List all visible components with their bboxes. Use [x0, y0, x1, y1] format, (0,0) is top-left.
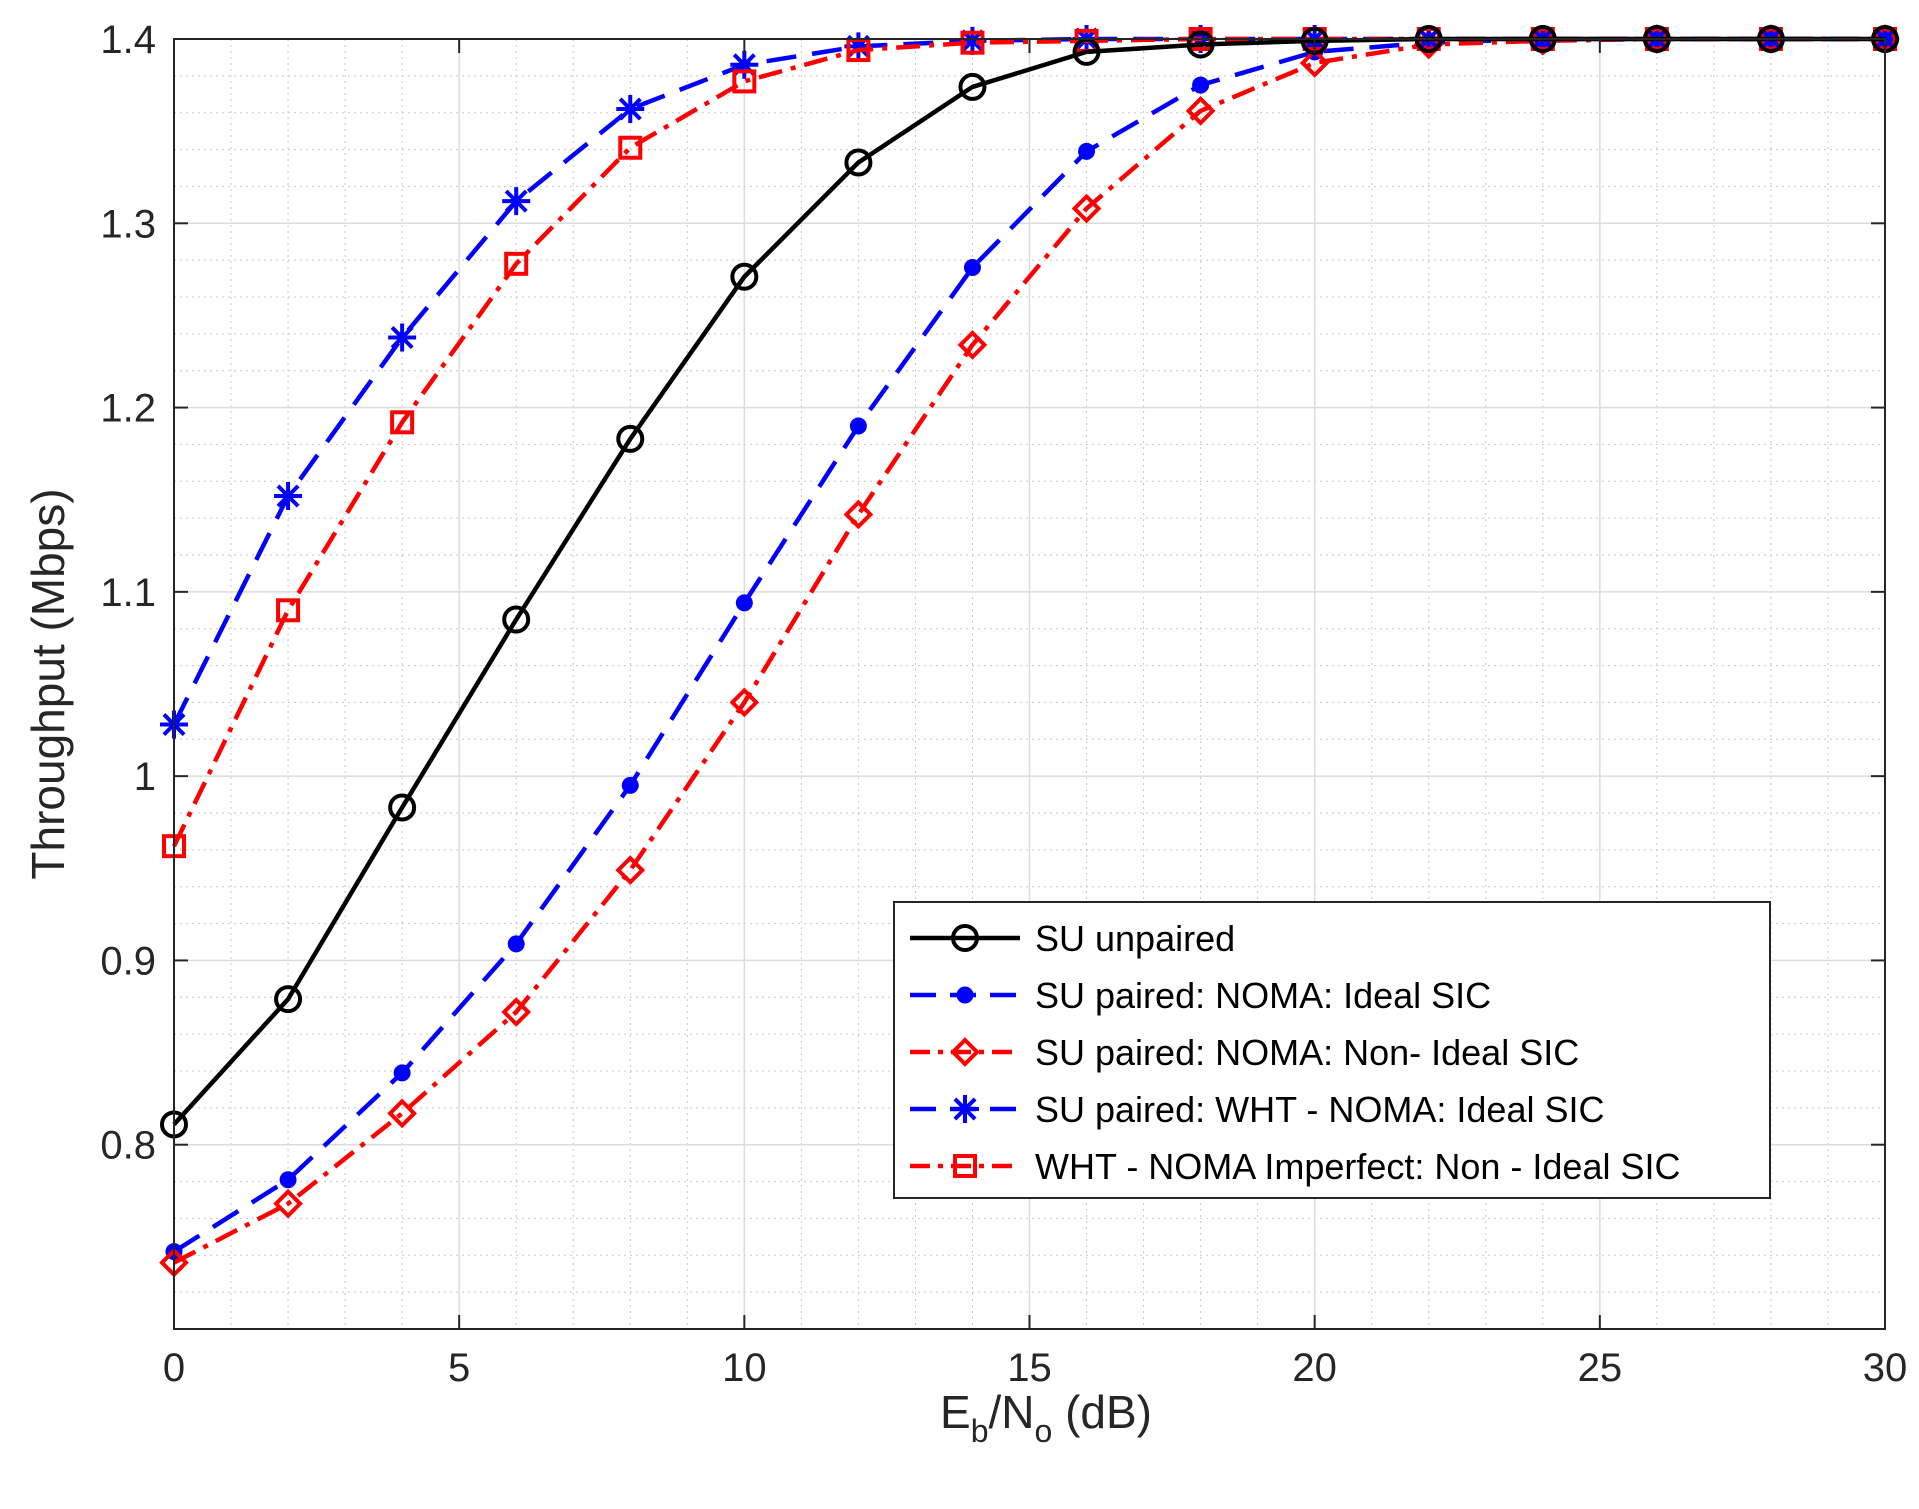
data-point: [843, 499, 874, 530]
x-axis-title-mid: /N: [989, 1386, 1035, 1438]
data-point: [621, 776, 639, 794]
data-point: [502, 605, 531, 634]
data-point: [1185, 96, 1216, 126]
data-point: [958, 72, 987, 101]
legend-label: SU paired: NOMA: Ideal SIC: [1035, 975, 1491, 1016]
x-tick-label: 5: [448, 1346, 470, 1390]
data-point: [274, 482, 303, 511]
legend-label: SU paired: WHT - NOMA: Ideal SIC: [1035, 1089, 1604, 1130]
x-tick-label: 10: [722, 1346, 767, 1390]
y-tick-label: 1.2: [100, 387, 156, 431]
legend-marker: [953, 1154, 977, 1178]
data-point: [616, 95, 645, 124]
data-point: [729, 687, 760, 718]
legend-box: [893, 901, 1771, 1199]
legend-entry-1: SU unpaired: [910, 918, 1235, 959]
data-point: [1078, 142, 1096, 160]
legend-label: WHT - NOMA Imperfect: Non - Ideal SIC: [1035, 1146, 1681, 1187]
y-tick-label: 1.1: [100, 571, 156, 615]
legend-marker: [950, 1037, 980, 1067]
data-point: [960, 30, 985, 55]
data-point: [849, 417, 867, 435]
data-point: [276, 598, 301, 623]
data-point: [273, 1188, 303, 1219]
data-point: [1071, 193, 1102, 224]
data-point: [844, 32, 873, 61]
data-point: [615, 855, 646, 885]
y-tick-label: 0.9: [100, 939, 156, 983]
x-axis-title-tail: (dB): [1052, 1386, 1152, 1438]
legend-marker: [956, 986, 974, 1004]
data-point: [388, 323, 417, 352]
data-point: [846, 38, 871, 63]
data-point: [958, 26, 987, 55]
data-point: [844, 148, 873, 177]
data-point: [730, 50, 759, 79]
y-axis-title: Throughput (Mbps): [22, 488, 74, 879]
data-point: [1186, 30, 1215, 59]
x-tick-label: 0: [163, 1346, 185, 1390]
data-point: [504, 251, 529, 276]
data-point: [507, 935, 525, 953]
data-point: [957, 330, 988, 360]
data-point: [618, 135, 643, 160]
data-point: [502, 187, 531, 216]
legend-marker: [951, 924, 979, 952]
series-line: [172, 36, 1885, 1265]
data-point: [732, 69, 757, 94]
y-tick-label: 0.8: [100, 1124, 156, 1168]
data-point: [387, 1098, 417, 1129]
legend-label: SU unpaired: [1035, 918, 1235, 959]
x-axis-title-sub1: b: [971, 1413, 989, 1449]
legend-marker: [951, 1095, 979, 1123]
y-tick-label: 1: [134, 755, 156, 799]
legend-entry-2: SU paired: NOMA: Ideal SIC: [910, 975, 1491, 1016]
data-point: [730, 262, 759, 291]
legend-entry-4: SU paired: WHT - NOMA: Ideal SIC: [910, 1089, 1604, 1130]
data-point: [735, 594, 753, 612]
x-axis-title: Eb/No (dB): [940, 1386, 1152, 1449]
legend-entry-3: SU paired: NOMA: Non- Ideal SIC: [910, 1032, 1579, 1073]
x-tick-label: 25: [1578, 1346, 1623, 1390]
x-axis-title-sub2: o: [1035, 1413, 1053, 1449]
x-tick-label: 15: [1007, 1346, 1052, 1390]
data-point: [279, 1171, 297, 1189]
data-point: [963, 259, 981, 277]
x-tick-label: 30: [1863, 1346, 1908, 1390]
data-point: [388, 793, 417, 822]
data-point: [616, 424, 645, 453]
x-axis-title-main: E: [940, 1386, 971, 1438]
series-line: [171, 36, 1885, 848]
data-point: [390, 410, 415, 435]
data-point: [274, 985, 303, 1014]
x-tick-label: 20: [1292, 1346, 1337, 1390]
legend: SU unpaired SU paired: NOMA: Ideal SIC SU …: [893, 901, 1771, 1199]
data-point: [393, 1064, 411, 1082]
axis-ticks: 0 5 10 15 20 25 30 0.8 0.9 1 1.1 1.2 1.3 1.4: [100, 18, 1907, 1390]
y-tick-label: 1.4: [100, 18, 156, 62]
legend-label: SU paired: NOMA: Non- Ideal SIC: [1035, 1032, 1579, 1073]
data-point: [1192, 76, 1210, 94]
legend-entry-5: WHT - NOMA Imperfect: Non - Ideal SIC: [910, 1146, 1681, 1187]
data-point: [1299, 48, 1330, 78]
y-tick-label: 1.3: [100, 202, 156, 246]
data-point: [501, 997, 532, 1027]
